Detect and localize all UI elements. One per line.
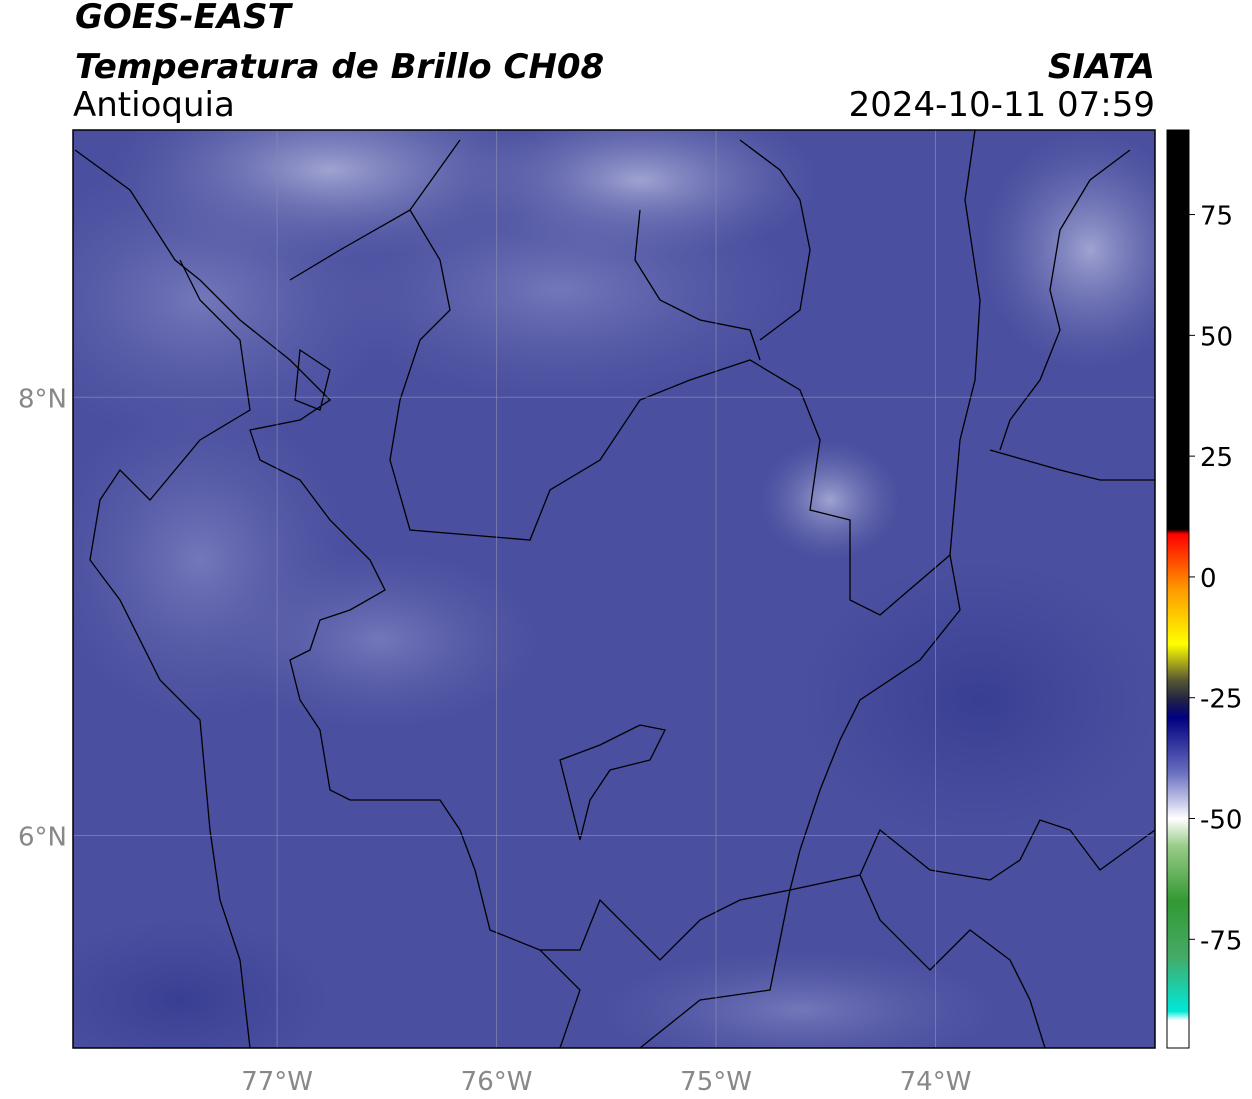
y-tick-label: 6°N [18, 822, 67, 852]
colorbar-tick-label: -25 [1200, 685, 1242, 715]
graticule [73, 130, 1155, 1048]
map-frame [72, 129, 1156, 1049]
timestamp: 2024-10-11 07:59 [849, 85, 1155, 125]
x-tick-label: 76°W [461, 1067, 533, 1097]
source: SIATA [1048, 47, 1155, 87]
y-tick-label: 8°N [18, 384, 67, 414]
x-tick-label: 74°W [900, 1067, 972, 1097]
colorbar-tick-label: 75 [1200, 202, 1233, 232]
colorbar-tick-label: 50 [1200, 322, 1233, 352]
x-tick-label: 75°W [680, 1067, 752, 1097]
subtitle: Temperatura de Brillo CH08 [75, 47, 604, 87]
colorbar-tick-label: -50 [1200, 806, 1242, 836]
colorbar [1166, 129, 1190, 1049]
colorbar-tick-label: -75 [1200, 926, 1242, 956]
region: Antioquia [73, 85, 235, 125]
map-image [73, 130, 1155, 1048]
colorbar-tick-label: 0 [1200, 564, 1217, 594]
title: GOES-EAST [75, 0, 294, 37]
colorbar-tick-label: 25 [1200, 443, 1233, 473]
x-tick-label: 77°W [241, 1067, 313, 1097]
